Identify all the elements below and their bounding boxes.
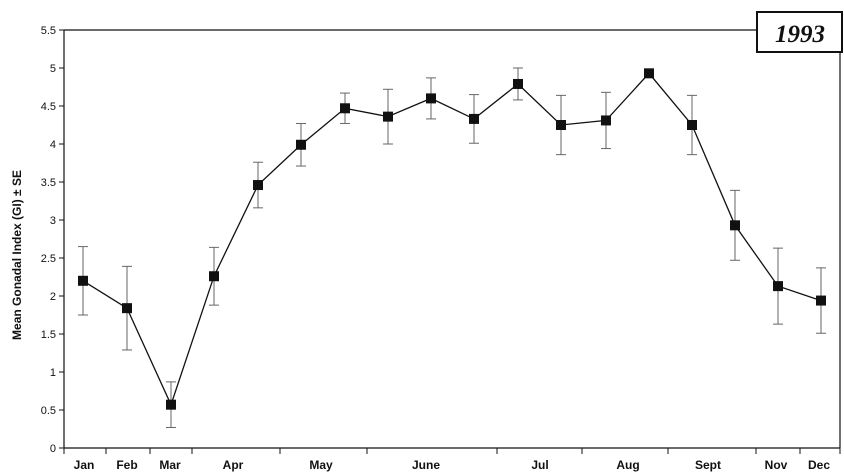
axes bbox=[63, 29, 841, 449]
month-label: Nov bbox=[765, 458, 788, 472]
series-line bbox=[82, 72, 822, 407]
month-label: June bbox=[412, 458, 440, 472]
chart-title: 1993 bbox=[775, 21, 825, 48]
y-tick-label: 2 bbox=[50, 291, 56, 303]
y-tick-label: 1.5 bbox=[41, 329, 56, 341]
data-point bbox=[426, 77, 436, 120]
data-point bbox=[469, 94, 479, 144]
square-marker bbox=[209, 271, 219, 282]
data-point bbox=[340, 92, 350, 124]
data-point bbox=[122, 265, 132, 351]
square-marker bbox=[78, 275, 88, 286]
y-tick-label: 4 bbox=[50, 139, 56, 151]
x-axis-ticks: Jan Feb Mar Apr May June Jul Aug Sept Nov Dec bbox=[63, 448, 841, 472]
year-box: 1993 bbox=[756, 11, 843, 53]
data-point bbox=[383, 88, 393, 145]
data-point bbox=[644, 68, 654, 79]
data-point bbox=[816, 267, 826, 334]
y-tick-label: 3 bbox=[50, 215, 56, 227]
data-point bbox=[166, 381, 176, 428]
data-point bbox=[253, 161, 263, 209]
square-marker bbox=[469, 113, 479, 124]
month-label: May bbox=[309, 458, 333, 472]
data-point bbox=[556, 94, 566, 156]
square-marker bbox=[730, 220, 740, 231]
data-point bbox=[296, 122, 306, 167]
data-point bbox=[209, 246, 219, 306]
square-marker bbox=[426, 93, 436, 104]
data-point bbox=[78, 246, 88, 316]
month-label: Feb bbox=[116, 458, 137, 472]
square-marker bbox=[601, 115, 611, 126]
y-axis-label: Mean Gonadal Index (GI) ± SE bbox=[10, 170, 24, 340]
y-tick-label: 3.5 bbox=[41, 177, 56, 189]
month-label: Sept bbox=[695, 458, 721, 472]
month-label: Jan bbox=[74, 458, 95, 472]
y-tick-label: 2.5 bbox=[41, 253, 56, 265]
square-marker bbox=[816, 295, 826, 306]
y-tick-label: 0 bbox=[50, 443, 56, 455]
month-label: Jul bbox=[531, 458, 548, 472]
data-point bbox=[601, 91, 611, 150]
square-marker bbox=[513, 78, 523, 89]
y-tick-label: 5 bbox=[50, 63, 56, 75]
data-point bbox=[730, 189, 740, 261]
y-tick-label: 4.5 bbox=[41, 101, 56, 113]
square-marker bbox=[340, 103, 350, 114]
y-tick-label: 0.5 bbox=[41, 405, 56, 417]
data-points bbox=[78, 67, 826, 428]
month-label: Mar bbox=[159, 458, 181, 472]
square-marker bbox=[556, 120, 566, 130]
square-marker bbox=[122, 303, 132, 314]
y-tick-label: 1 bbox=[50, 367, 56, 379]
data-point bbox=[513, 67, 523, 101]
square-marker bbox=[296, 139, 306, 150]
data-point bbox=[773, 247, 783, 325]
square-marker bbox=[687, 120, 697, 130]
month-label: Dec bbox=[808, 458, 830, 472]
square-marker bbox=[644, 68, 654, 79]
y-tick-label: 5.5 bbox=[41, 25, 56, 37]
month-label: Apr bbox=[223, 458, 244, 472]
square-marker bbox=[253, 180, 263, 191]
square-marker bbox=[773, 281, 783, 292]
y-axis-ticks: 0 0.5 1 1.5 2 2.5 3 3.5 4 4.5 5 5.5 bbox=[41, 25, 64, 455]
month-label: Aug bbox=[616, 458, 639, 472]
square-marker bbox=[383, 111, 393, 122]
square-marker bbox=[166, 399, 176, 410]
data-point bbox=[687, 94, 697, 156]
series-line-path bbox=[82, 72, 822, 407]
